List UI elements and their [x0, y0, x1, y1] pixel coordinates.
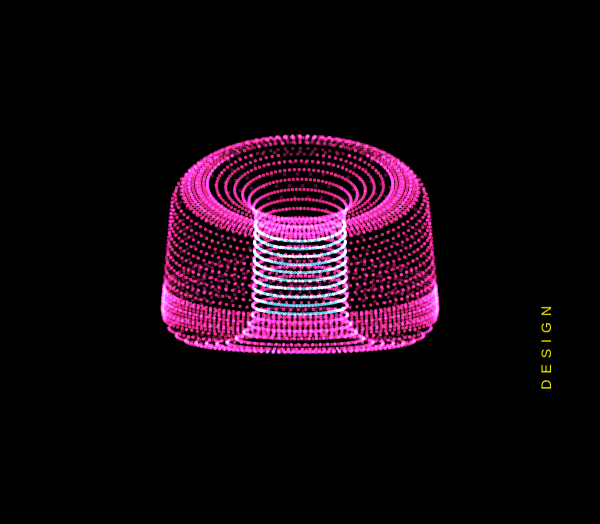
design-label: DESIGN [538, 300, 554, 390]
torus-canvas [0, 0, 600, 524]
design-graphic: DESIGN [0, 0, 600, 524]
